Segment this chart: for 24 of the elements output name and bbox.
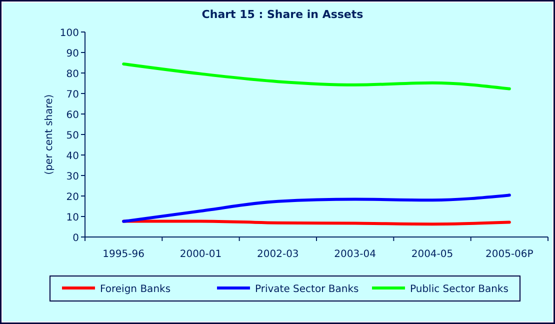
y-tick-label: 40 [66, 151, 79, 162]
y-tick-label: 70 [66, 90, 79, 100]
y-tick-label: 80 [66, 69, 79, 80]
x-tick-label: 2005-06P [486, 249, 534, 260]
y-axis-title: (per cent share) [44, 94, 55, 175]
y-tick-label: 50 [66, 130, 79, 142]
y-tick-label: 30 [66, 172, 79, 182]
legend-label: Public Sector Banks [410, 284, 508, 295]
y-tick-label: 90 [66, 48, 79, 60]
x-tick-label: 2000-01 [180, 249, 222, 260]
y-tick-label: 10 [66, 212, 79, 224]
line-series [122, 194, 511, 223]
legend-label: Foreign Banks [100, 284, 171, 295]
x-tick-label: 2003-04 [334, 249, 376, 260]
line-series [122, 62, 511, 90]
x-tick-label: 2004-05 [411, 249, 454, 260]
x-tick-label: 1995-96 [102, 249, 144, 260]
legend-label: Private Sector Banks [255, 284, 359, 295]
x-tick-label: 2002-03 [257, 249, 299, 260]
y-tick-label: 20 [66, 192, 79, 203]
y-tick-label: 60 [66, 110, 79, 121]
y-tick-label: 100 [60, 28, 79, 39]
y-tick-label: 0 [72, 233, 79, 244]
chart-title: Chart 15 : Share in Assets [202, 8, 364, 21]
